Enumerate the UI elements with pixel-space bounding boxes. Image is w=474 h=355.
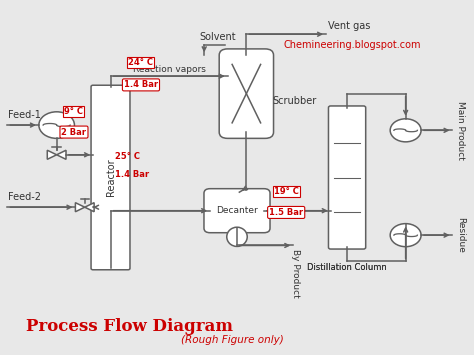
Ellipse shape [227,227,247,246]
Text: Feed-2: Feed-2 [9,192,41,202]
Text: 1.5 Bar: 1.5 Bar [269,208,303,217]
Text: 1.4 Bar: 1.4 Bar [115,169,149,179]
Text: By Product: By Product [291,249,300,298]
Text: Distillation Column: Distillation Column [307,263,387,272]
Text: Process Flow Diagram: Process Flow Diagram [26,317,233,334]
Text: Residue: Residue [456,217,465,253]
Text: Main Product: Main Product [456,101,465,160]
Text: Solvent: Solvent [200,32,236,42]
Text: 1.4 Bar: 1.4 Bar [124,80,158,89]
Text: 19° C: 19° C [274,187,299,196]
Text: 24° C: 24° C [128,58,154,67]
Text: Scrubber: Scrubber [272,96,316,106]
Text: 25° C: 25° C [115,152,140,161]
FancyBboxPatch shape [328,106,366,249]
Text: 9° C: 9° C [64,106,83,116]
Circle shape [390,224,421,247]
FancyBboxPatch shape [91,85,130,270]
Text: Reactor: Reactor [106,159,116,196]
Polygon shape [75,203,85,212]
Text: Distillation Column: Distillation Column [307,263,387,272]
Text: Vent gas: Vent gas [328,21,371,32]
Polygon shape [57,150,66,159]
Text: Chemineering.blogspot.com: Chemineering.blogspot.com [284,40,421,50]
Polygon shape [85,203,94,212]
Text: Feed-1: Feed-1 [9,110,41,120]
FancyBboxPatch shape [219,49,273,138]
Circle shape [390,119,421,142]
Polygon shape [47,150,57,159]
Text: Decanter: Decanter [216,206,258,215]
Circle shape [39,112,74,138]
Text: 2 Bar: 2 Bar [62,127,86,137]
Text: Reaction vapors: Reaction vapors [133,65,206,74]
Text: (Rough Figure only): (Rough Figure only) [181,335,283,345]
FancyBboxPatch shape [204,189,270,233]
